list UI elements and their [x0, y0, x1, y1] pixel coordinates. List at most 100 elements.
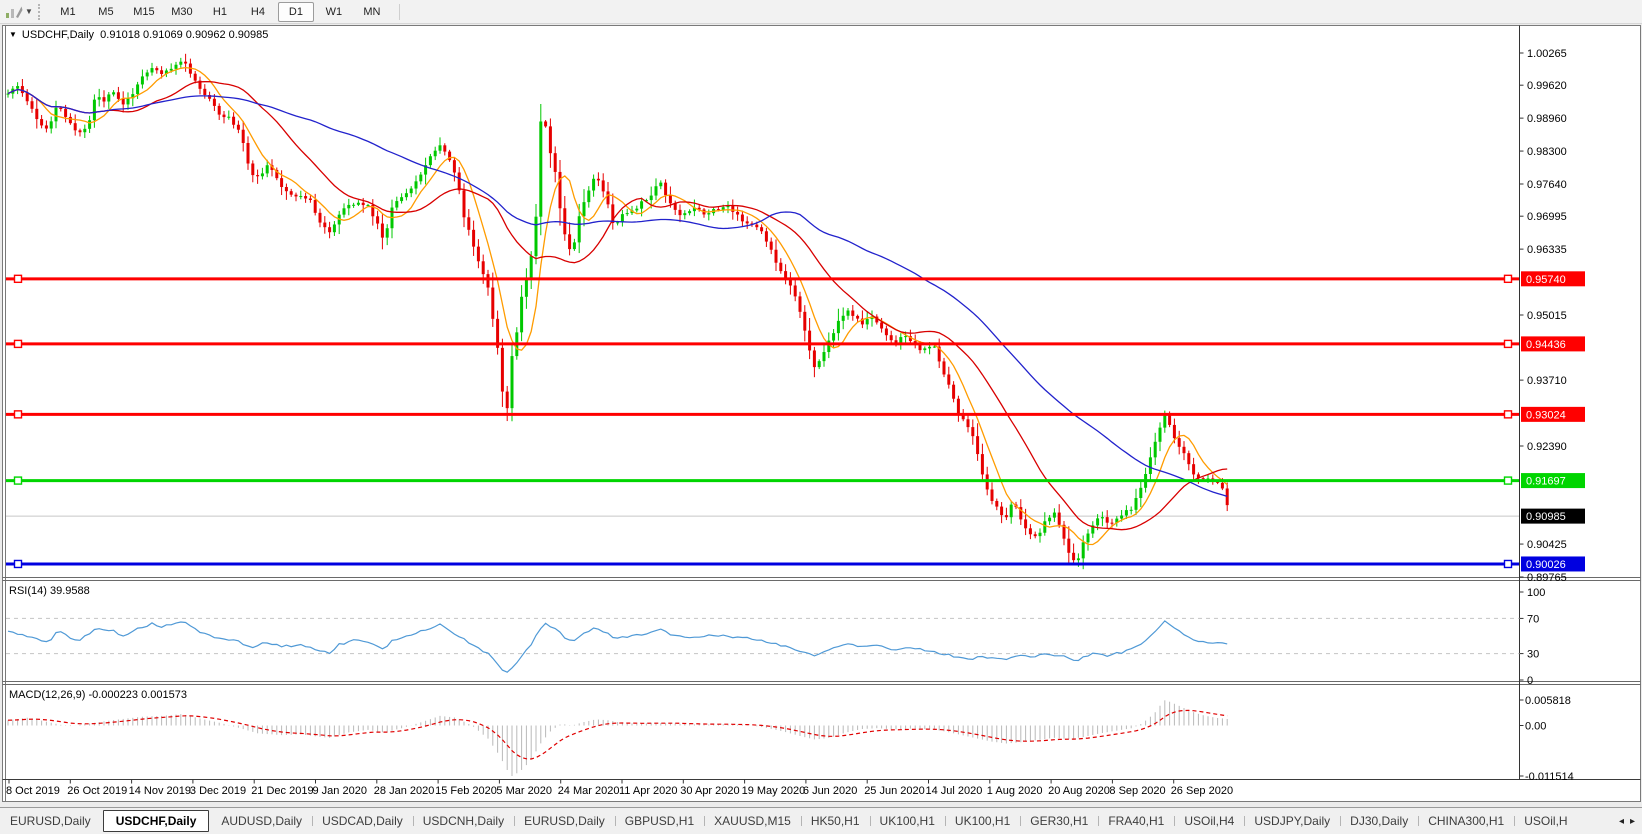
chart-tab-xauusd-m15[interactable]: XAUUSD,M15	[704, 810, 801, 832]
hline-handle[interactable]	[13, 559, 23, 569]
timeframe-button-d1[interactable]: D1	[277, 1, 314, 22]
hline-handle[interactable]	[1503, 559, 1513, 569]
price-tick-label: 0.98960	[1527, 113, 1567, 125]
chart-tab-usdcad-daily[interactable]: USDCAD,Daily	[312, 810, 413, 832]
chart-symbol-period: USDCHF,Daily	[21, 29, 95, 41]
axis-label-0.94436: 0.94436	[1521, 336, 1585, 352]
hline-handle[interactable]	[13, 274, 23, 284]
price-tick-label: 0.89765	[1527, 572, 1567, 584]
date-tick-label: 8 Sep 2020	[1109, 785, 1165, 797]
price-tick-label: 0.90425	[1527, 539, 1567, 551]
moving-average-55	[7, 88, 1228, 498]
timeframe-button-m30[interactable]: M30	[171, 5, 193, 18]
timeframe-button-m1[interactable]: M1	[60, 5, 76, 18]
svg-text:0.95740: 0.95740	[1526, 274, 1566, 286]
date-tick-label: 24 Mar 2020	[558, 785, 620, 797]
macd-tick-label: 0.00	[1525, 721, 1546, 733]
price-axis: 1.00265 0.99620 0.98960 0.98300 0.97640 0.969…	[1519, 48, 1574, 783]
price-tick-label: 0.93710	[1527, 375, 1567, 387]
date-tick-label: 25 Jun 2020	[864, 785, 925, 797]
chart-tab-gbpusd-h1[interactable]: GBPUSD,H1	[614, 810, 704, 832]
toolbar-grip	[37, 3, 43, 20]
hline-handle[interactable]	[13, 410, 23, 419]
tab-scroll-left-icon[interactable]: ◂	[1618, 815, 1624, 827]
timeframe-buttons: M1 M5 M15 M30 H1 H4 D1 W1 MN	[49, 1, 391, 22]
main-price-pane[interactable]	[6, 53, 1520, 570]
chart-tab-usdjpy-daily[interactable]: USDJPY,Daily	[1244, 810, 1340, 832]
date-tick-label: 9 Jan 2020	[313, 785, 367, 797]
chart-tab-bar: EURUSD,Daily USDCHF,Daily AUDUSD,Daily USDC…	[0, 807, 1642, 834]
price-tick-label: 0.97640	[1527, 179, 1567, 191]
chart-tab-usoil-h4[interactable]: USOil,H4	[1174, 810, 1244, 832]
date-tick-label: 3 Dec 2019	[190, 785, 246, 797]
chart-tab-dj30-daily[interactable]: DJ30,Daily	[1340, 810, 1418, 832]
hline-0.93024[interactable]	[6, 410, 1520, 419]
hline-0.90026[interactable]	[6, 559, 1520, 569]
hline-handle[interactable]	[1503, 339, 1513, 349]
rsi-tick-label: 30	[1527, 649, 1539, 661]
chart-tools-icon[interactable]	[4, 4, 24, 20]
chart-tab-eurusd-daily[interactable]: EURUSD,Daily	[514, 810, 615, 832]
toolbar: ▼ M1 M5 M15 M30 H1 H4 D1 W1 MN	[0, 0, 1642, 24]
chart-tab-ger30-h1[interactable]: GER30,H1	[1020, 810, 1098, 832]
dropdown-caret-icon[interactable]: ▼	[25, 7, 33, 16]
svg-text:0.94436: 0.94436	[1526, 339, 1566, 351]
price-tick-label: 0.95015	[1527, 310, 1567, 322]
tab-scroll-arrows: ◂ ▸	[1616, 816, 1642, 827]
chart-tab-hk50-h1[interactable]: HK50,H1	[800, 810, 870, 832]
svg-text:0.93024: 0.93024	[1526, 409, 1566, 421]
hline-handle[interactable]	[13, 476, 23, 485]
chart-tab-uk100-h1[interactable]: UK100,H1	[869, 810, 945, 832]
chart-tab-usoil-h[interactable]: USOil,H	[1514, 810, 1577, 832]
hline-0.91697[interactable]	[6, 476, 1520, 485]
timeframe-button-m15[interactable]: M15	[133, 5, 155, 18]
moving-average-22	[7, 80, 1228, 531]
macd-pane[interactable]	[7, 700, 1228, 776]
date-tick-label: 6 Jun 2020	[803, 785, 857, 797]
date-tick-label: 21 Dec 2019	[251, 785, 313, 797]
price-tick-label: 1.00265	[1527, 48, 1567, 60]
timeframe-button-h4[interactable]: H4	[250, 5, 265, 18]
timeframe-button-mn[interactable]: MN	[363, 5, 381, 18]
chart-tab-uk100-h1[interactable]: UK100,H1	[944, 810, 1020, 832]
hline-handle[interactable]	[13, 339, 23, 349]
rsi-pane[interactable]	[6, 617, 1520, 673]
pencil-icon	[6, 6, 23, 18]
hline-handle[interactable]	[1503, 274, 1513, 284]
chart-tab-eurusd-daily[interactable]: EURUSD,Daily	[10, 814, 91, 828]
axis-label-0.90026: 0.90026	[1521, 556, 1585, 572]
svg-text:0.90985: 0.90985	[1526, 511, 1566, 523]
chart-tab-china300-h1[interactable]: CHINA300,H1	[1418, 810, 1514, 832]
chart-tab-usdcnh-daily[interactable]: USDCNH,Daily	[412, 810, 514, 832]
hline-handle[interactable]	[1503, 410, 1513, 419]
axis-label-0.91697: 0.91697	[1521, 473, 1585, 489]
chart-tab-fra40-h1[interactable]: FRA40,H1	[1098, 810, 1174, 832]
date-tick-label: 14 Nov 2019	[129, 785, 191, 797]
timeframe-button-h1[interactable]: H1	[212, 5, 227, 18]
axis-label-0.95740: 0.95740	[1521, 271, 1585, 287]
date-tick-label: 1 Aug 2020	[987, 785, 1043, 797]
date-tick-label: 26 Sep 2020	[1171, 785, 1233, 797]
date-tick-label: 14 Jul 2020	[926, 785, 983, 797]
timeframe-button-w1[interactable]: W1	[325, 5, 343, 18]
price-tick-label: 0.99620	[1527, 80, 1567, 92]
macd-signal-line	[7, 709, 1228, 760]
hline-0.94436[interactable]	[6, 339, 1520, 349]
macd-tick-label: 0.005818	[1525, 695, 1571, 707]
chart-tab-audusd-daily[interactable]: AUDUSD,Daily	[221, 814, 303, 828]
hline-handle[interactable]	[1503, 476, 1513, 485]
date-tick-label: 5 Mar 2020	[496, 785, 552, 797]
candlestick-series	[6, 53, 1229, 570]
tab-scroll-right-icon[interactable]: ▸	[1629, 815, 1635, 827]
timeframe-button-m5[interactable]: M5	[98, 5, 114, 18]
chart-title: ▼ USDCHF,Daily 0.91018 0.91069 0.90962 0.…	[9, 29, 268, 41]
date-tick-label: 8 Oct 2019	[6, 785, 60, 797]
window-menu-icon[interactable]: ▼	[9, 30, 17, 39]
hline-0.95740[interactable]	[6, 274, 1520, 284]
date-tick-label: 20 Aug 2020	[1048, 785, 1110, 797]
rsi-tick-label: 0	[1527, 675, 1533, 687]
date-tick-label: 15 Feb 2020	[435, 785, 497, 797]
chart-tab-usdchf-daily[interactable]: USDCHF,Daily	[102, 810, 210, 832]
